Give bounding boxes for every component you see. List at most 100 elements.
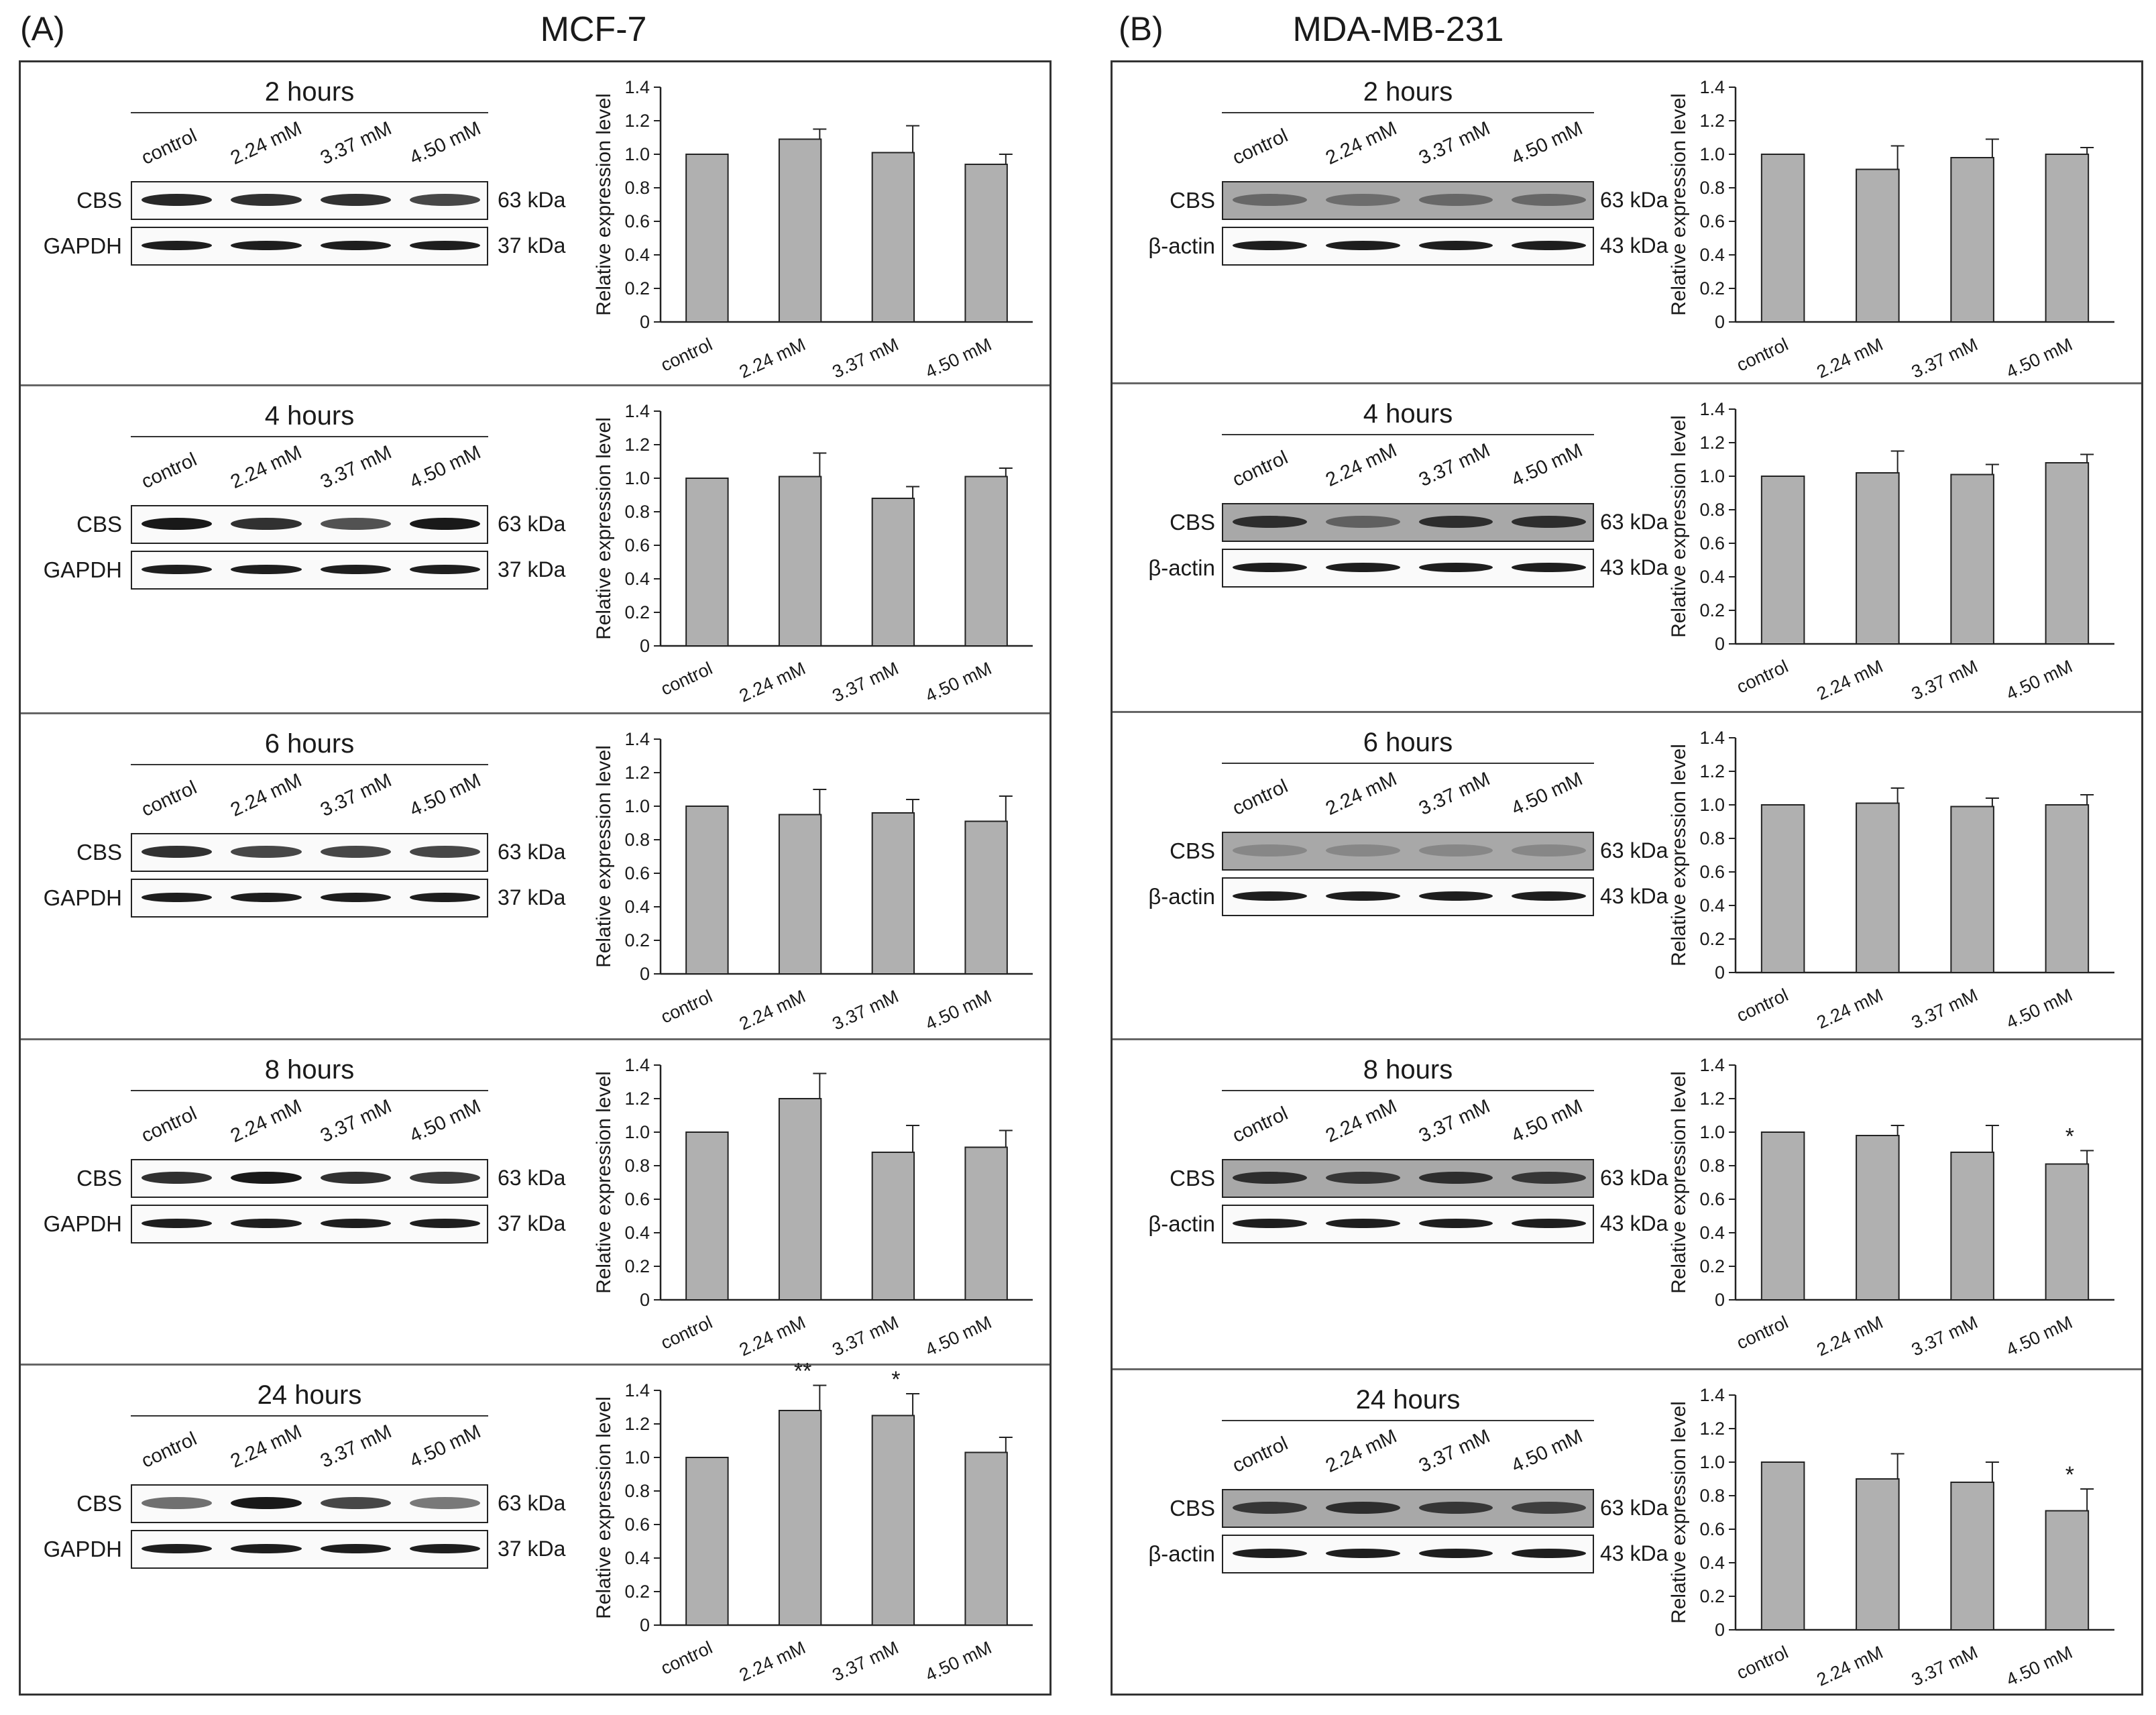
y-tick-label: 0.6: [624, 863, 650, 883]
y-axis-label: Relative expression level: [593, 1396, 615, 1619]
y-tick-label: 0: [640, 964, 650, 984]
loading-band: [1512, 1219, 1586, 1228]
cbs-kda: 63 kDa: [498, 840, 566, 864]
bar: [1856, 1478, 1900, 1630]
bar: [778, 1098, 822, 1301]
bar-chart: 0 0.2 0.4 0.6 0.8 1.0 1.2 1.4 Relative expressio…: [1668, 1385, 2114, 1690]
cbs-label: CBS: [76, 188, 122, 213]
loading-band: [320, 893, 391, 902]
lane-label: 3.37 mM: [1415, 117, 1493, 170]
bar: [1950, 474, 1994, 645]
loading-band: [320, 1544, 391, 1553]
title-underline: [1222, 1090, 1594, 1091]
bar: [871, 498, 915, 647]
y-tick-label: 0.2: [624, 1582, 650, 1602]
y-tick-label: 1.2: [1699, 1089, 1725, 1109]
time-point-row: 8 hours control 2.24 mM 3.37 mM 4.50 mM CBS GA…: [0, 1038, 2156, 1364]
loading-band: [231, 1219, 302, 1228]
cbs-band: [409, 518, 480, 530]
cbs-band: [231, 518, 302, 530]
y-tick-label: 0.4: [1699, 895, 1725, 916]
y-tick-label: 0.8: [624, 1481, 650, 1501]
cbs-band: [231, 194, 302, 206]
row-separator: [1113, 1368, 2141, 1370]
cbs-band: [1233, 516, 1307, 528]
cbs-band: [320, 1172, 391, 1184]
bar: [2045, 1163, 2090, 1301]
cbs-label: CBS: [1170, 838, 1215, 863]
cbs-band: [1418, 194, 1493, 206]
loading-band: [1325, 1549, 1400, 1558]
y-tick-label: 0.6: [624, 535, 650, 555]
bar: [1856, 1135, 1900, 1301]
bar: [1760, 476, 1805, 645]
bar-chart: 0 0.2 0.4 0.6 0.8 1.0 1.2 1.4 Relative expressio…: [1668, 1055, 2114, 1360]
y-tick-label: 0.8: [1699, 1156, 1725, 1176]
row-separator: [1113, 711, 2141, 713]
time-point-title: 4 hours: [1363, 399, 1453, 429]
row-separator: [21, 1364, 1049, 1366]
title-underline: [131, 1090, 488, 1091]
time-point-title: 6 hours: [264, 729, 355, 759]
cbs-band: [409, 846, 480, 858]
title-underline: [131, 764, 488, 765]
bar: [1950, 1152, 1994, 1301]
bar: [1856, 168, 1900, 323]
y-tick-label: 1.0: [624, 1447, 650, 1468]
cbs-kda: 63 kDa: [498, 512, 566, 536]
y-tick-label: 0.6: [1699, 862, 1725, 882]
y-tick-label: 0.8: [624, 502, 650, 522]
y-axis-label: Relative expression level: [1668, 744, 1690, 966]
time-point-title: 2 hours: [1363, 77, 1453, 107]
y-tick-label: 1.2: [624, 1089, 650, 1109]
y-tick-label: 1.0: [1699, 1122, 1725, 1142]
bar: [2045, 154, 2090, 323]
time-point-title: 24 hours: [1355, 1385, 1461, 1415]
panel-title: MDA-MB-231: [1292, 10, 1504, 49]
cbs-band: [1418, 1502, 1493, 1514]
title-underline: [1222, 434, 1594, 435]
y-axis-label: Relative expression level: [1668, 415, 1690, 638]
loading-control-blot: [131, 1530, 488, 1569]
cbs-label: CBS: [76, 1166, 122, 1191]
loading-control-blot: [1222, 549, 1594, 588]
cbs-label: CBS: [1170, 1166, 1215, 1191]
loading-control-label: β-actin: [1148, 1541, 1215, 1566]
loading-band: [231, 241, 302, 250]
bar-chart: 0 0.2 0.4 0.6 0.8 1.0 1.2 1.4 Relative expressio…: [593, 401, 1033, 706]
x-tick-label: 2.24 mM: [1814, 334, 1886, 382]
cbs-band: [1512, 1502, 1586, 1514]
loading-band: [1512, 241, 1586, 250]
x-tick-label: control: [1734, 1642, 1791, 1683]
loading-kda: 37 kDa: [498, 557, 566, 582]
y-tick-label: 1.2: [1699, 1419, 1725, 1439]
time-point-row: 4 hours control 2.24 mM 3.37 mM 4.50 mM CBS β-…: [0, 382, 2156, 711]
x-tick-label: 3.37 mM: [1909, 1312, 1981, 1360]
y-tick-label: 0.2: [1699, 929, 1725, 949]
loading-control-blot: [131, 1205, 488, 1243]
y-tick-label: 0.8: [1699, 500, 1725, 520]
bar-chart: 0 0.2 0.4 0.6 0.8 1.0 1.2 1.4 Relative expressio…: [593, 1359, 1033, 1685]
cbs-band: [1325, 1172, 1400, 1184]
cbs-band: [1512, 516, 1586, 528]
row-separator: [21, 1038, 1049, 1040]
y-tick-label: 0.6: [624, 211, 650, 231]
loading-band: [1418, 241, 1493, 250]
y-tick-label: 1.4: [624, 1055, 650, 1075]
cbs-label: CBS: [1170, 188, 1215, 213]
loading-band: [141, 1219, 213, 1228]
lane-label: 4.50 mM: [1508, 439, 1587, 492]
y-tick-label: 1.4: [1699, 728, 1725, 748]
lane-label: control: [1229, 1103, 1292, 1148]
cbs-band: [409, 1172, 480, 1184]
loading-band: [1233, 241, 1307, 250]
y-tick-label: 1.2: [624, 111, 650, 131]
cbs-band: [320, 194, 391, 206]
y-tick-label: 0.6: [1699, 211, 1725, 231]
bar: [685, 1457, 729, 1626]
row-separator: [21, 712, 1049, 714]
x-tick-label: 2.24 mM: [1814, 656, 1886, 704]
cbs-kda: 63 kDa: [1600, 510, 1668, 534]
row-separator: [1113, 1038, 2141, 1040]
cbs-blot: [131, 1159, 488, 1198]
